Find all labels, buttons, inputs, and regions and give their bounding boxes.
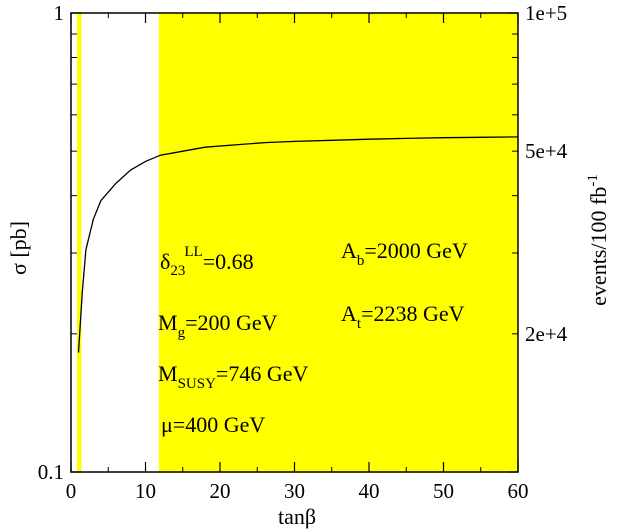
annotation-at-value: =2238 GeV xyxy=(361,301,465,326)
shaded-region-0 xyxy=(76,13,82,472)
annotation-at-sub: t xyxy=(357,316,362,332)
annotation-msusy: MSUSY=746 GeV xyxy=(158,361,308,392)
shaded-region-1 xyxy=(158,13,518,472)
x-tick-label: 30 xyxy=(284,479,305,503)
cross-section-curve xyxy=(77,136,519,353)
y-axis-ticks: 1 0.1 1e+5 5e+4 2e+4 xyxy=(38,1,568,484)
annotation-ab-sub: b xyxy=(357,253,365,269)
annotation-ab-main: A xyxy=(341,238,357,263)
annotation-mg-sub: g xyxy=(178,325,186,341)
annotation-mg-main: M xyxy=(158,310,178,335)
x-axis-ticks: 0 10 20 30 40 50 60 xyxy=(66,13,529,503)
annotation-msusy-main: M xyxy=(158,361,178,386)
annotation-at-main: A xyxy=(341,301,357,326)
y2-axis-title-sup: -1 xyxy=(585,174,601,187)
annotation-mu: μ=400 GeV xyxy=(161,412,265,437)
annotation-mg-value: =200 GeV xyxy=(185,310,278,335)
annotation-delta-sup: LL xyxy=(184,244,202,260)
x-tick-label: 0 xyxy=(66,479,77,503)
y-axis-title: σ [pb] xyxy=(6,221,31,275)
x-axis-title: tanβ xyxy=(278,504,316,529)
x-tick-label: 10 xyxy=(135,479,156,503)
x-tick-label: 20 xyxy=(210,479,231,503)
annotation-msusy-value: =746 GeV xyxy=(216,361,309,386)
annotation-ab: Ab=2000 GeV xyxy=(341,238,468,269)
annotation-at: At=2238 GeV xyxy=(341,301,465,332)
x-tick-label: 40 xyxy=(359,479,380,503)
y-tick-label: 1 xyxy=(54,1,65,25)
shaded-regions xyxy=(76,13,518,472)
annotation-delta-main: δ xyxy=(160,249,170,274)
annotation-delta-value: =0.68 xyxy=(203,249,254,274)
x-tick-label: 50 xyxy=(433,479,454,503)
annotation-delta-sub: 23 xyxy=(170,263,185,279)
y2-axis-title-main: events/100 fb xyxy=(586,187,611,306)
y2-tick-label: 1e+5 xyxy=(525,1,567,25)
y2-tick-label: 5e+4 xyxy=(525,139,568,163)
annotation-msusy-sub: SUSY xyxy=(178,376,217,392)
y2-axis-title: events/100 fb-1 xyxy=(585,174,611,306)
annotation-ab-value: =2000 GeV xyxy=(364,238,468,263)
y2-tick-label: 2e+4 xyxy=(525,322,568,346)
annotation-mg: Mg=200 GeV xyxy=(158,310,278,341)
x-tick-label: 60 xyxy=(508,479,529,503)
annotation-delta: δ23 LL=0.68 xyxy=(160,244,254,279)
y-tick-label: 0.1 xyxy=(38,460,64,484)
